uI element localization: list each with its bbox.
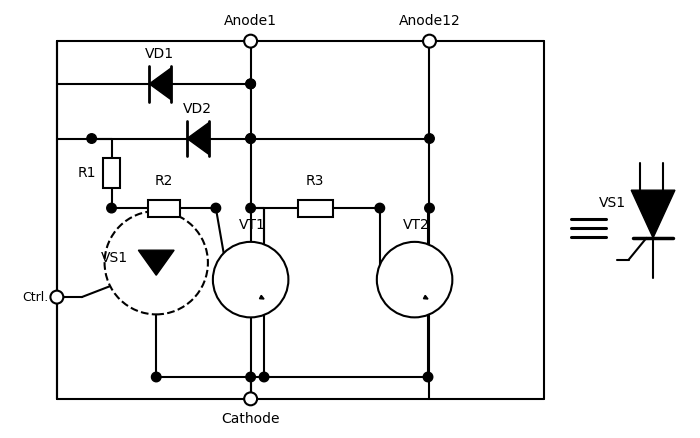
Circle shape	[246, 134, 256, 143]
Circle shape	[213, 242, 288, 318]
Circle shape	[244, 392, 257, 405]
Circle shape	[151, 372, 161, 382]
Polygon shape	[424, 295, 428, 299]
Circle shape	[246, 79, 256, 88]
Circle shape	[246, 372, 256, 382]
Text: Cathode: Cathode	[221, 412, 280, 426]
Polygon shape	[187, 123, 209, 155]
Text: Ctrl.: Ctrl.	[22, 290, 49, 304]
Circle shape	[211, 203, 220, 213]
Circle shape	[424, 372, 433, 382]
Circle shape	[259, 372, 269, 382]
Text: R3: R3	[306, 174, 324, 188]
Text: Anode12: Anode12	[398, 14, 461, 28]
Text: VD2: VD2	[183, 102, 211, 116]
Text: VT2: VT2	[403, 218, 430, 232]
Polygon shape	[139, 250, 174, 275]
Circle shape	[425, 134, 434, 143]
Text: R1: R1	[78, 166, 96, 180]
Circle shape	[375, 203, 384, 213]
Circle shape	[107, 203, 116, 213]
FancyBboxPatch shape	[103, 159, 120, 188]
Text: VS1: VS1	[102, 251, 128, 265]
FancyBboxPatch shape	[148, 200, 180, 216]
Text: R2: R2	[155, 174, 173, 188]
Circle shape	[377, 242, 452, 318]
Circle shape	[87, 134, 97, 143]
Polygon shape	[631, 190, 675, 238]
Text: Anode1: Anode1	[224, 14, 277, 28]
Circle shape	[244, 35, 257, 48]
FancyBboxPatch shape	[298, 200, 332, 216]
Circle shape	[423, 35, 436, 48]
Text: VT1: VT1	[239, 218, 266, 232]
Circle shape	[246, 79, 256, 88]
Polygon shape	[260, 295, 264, 299]
Circle shape	[104, 211, 208, 314]
Circle shape	[246, 134, 256, 143]
Text: VD1: VD1	[145, 47, 174, 61]
Circle shape	[50, 291, 63, 304]
Circle shape	[425, 203, 434, 213]
Circle shape	[246, 203, 256, 213]
Text: VS1: VS1	[598, 196, 626, 210]
Polygon shape	[149, 68, 171, 100]
